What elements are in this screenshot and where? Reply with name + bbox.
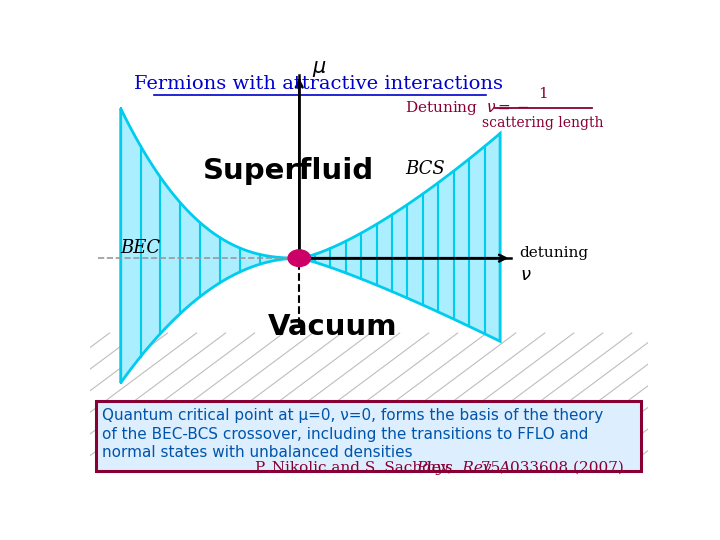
Text: Vacuum: Vacuum xyxy=(268,313,397,341)
FancyBboxPatch shape xyxy=(96,401,642,471)
Text: normal states with unbalanced densities: normal states with unbalanced densities xyxy=(102,445,413,460)
Text: Fermions with attractive interactions: Fermions with attractive interactions xyxy=(134,76,503,93)
Polygon shape xyxy=(121,109,300,383)
Text: Superfluid: Superfluid xyxy=(202,157,374,185)
Polygon shape xyxy=(300,133,500,341)
Text: Detuning  $\nu = -$: Detuning $\nu = -$ xyxy=(405,99,530,118)
Text: $\mu$: $\mu$ xyxy=(312,59,326,79)
Text: 1: 1 xyxy=(539,87,548,102)
Text: of the BEC-BCS crossover, including the transitions to FFLO and: of the BEC-BCS crossover, including the … xyxy=(102,427,589,442)
Circle shape xyxy=(288,250,310,266)
Text: BCS: BCS xyxy=(405,160,445,178)
Text: detuning: detuning xyxy=(520,246,589,260)
Text: scattering length: scattering length xyxy=(482,116,604,130)
Text: $\nu$: $\nu$ xyxy=(520,266,531,284)
Text: P. Nikolic and S. Sachdev,: P. Nikolic and S. Sachdev, xyxy=(255,461,452,475)
Text: BEC: BEC xyxy=(120,239,161,256)
Text: Quantum critical point at μ=0, ν=0, forms the basis of the theory: Quantum critical point at μ=0, ν=0, form… xyxy=(102,408,603,423)
Text: 75, 033608 (2007).: 75, 033608 (2007). xyxy=(481,461,629,475)
Text: Phys. Rev. A: Phys. Rev. A xyxy=(416,461,511,475)
